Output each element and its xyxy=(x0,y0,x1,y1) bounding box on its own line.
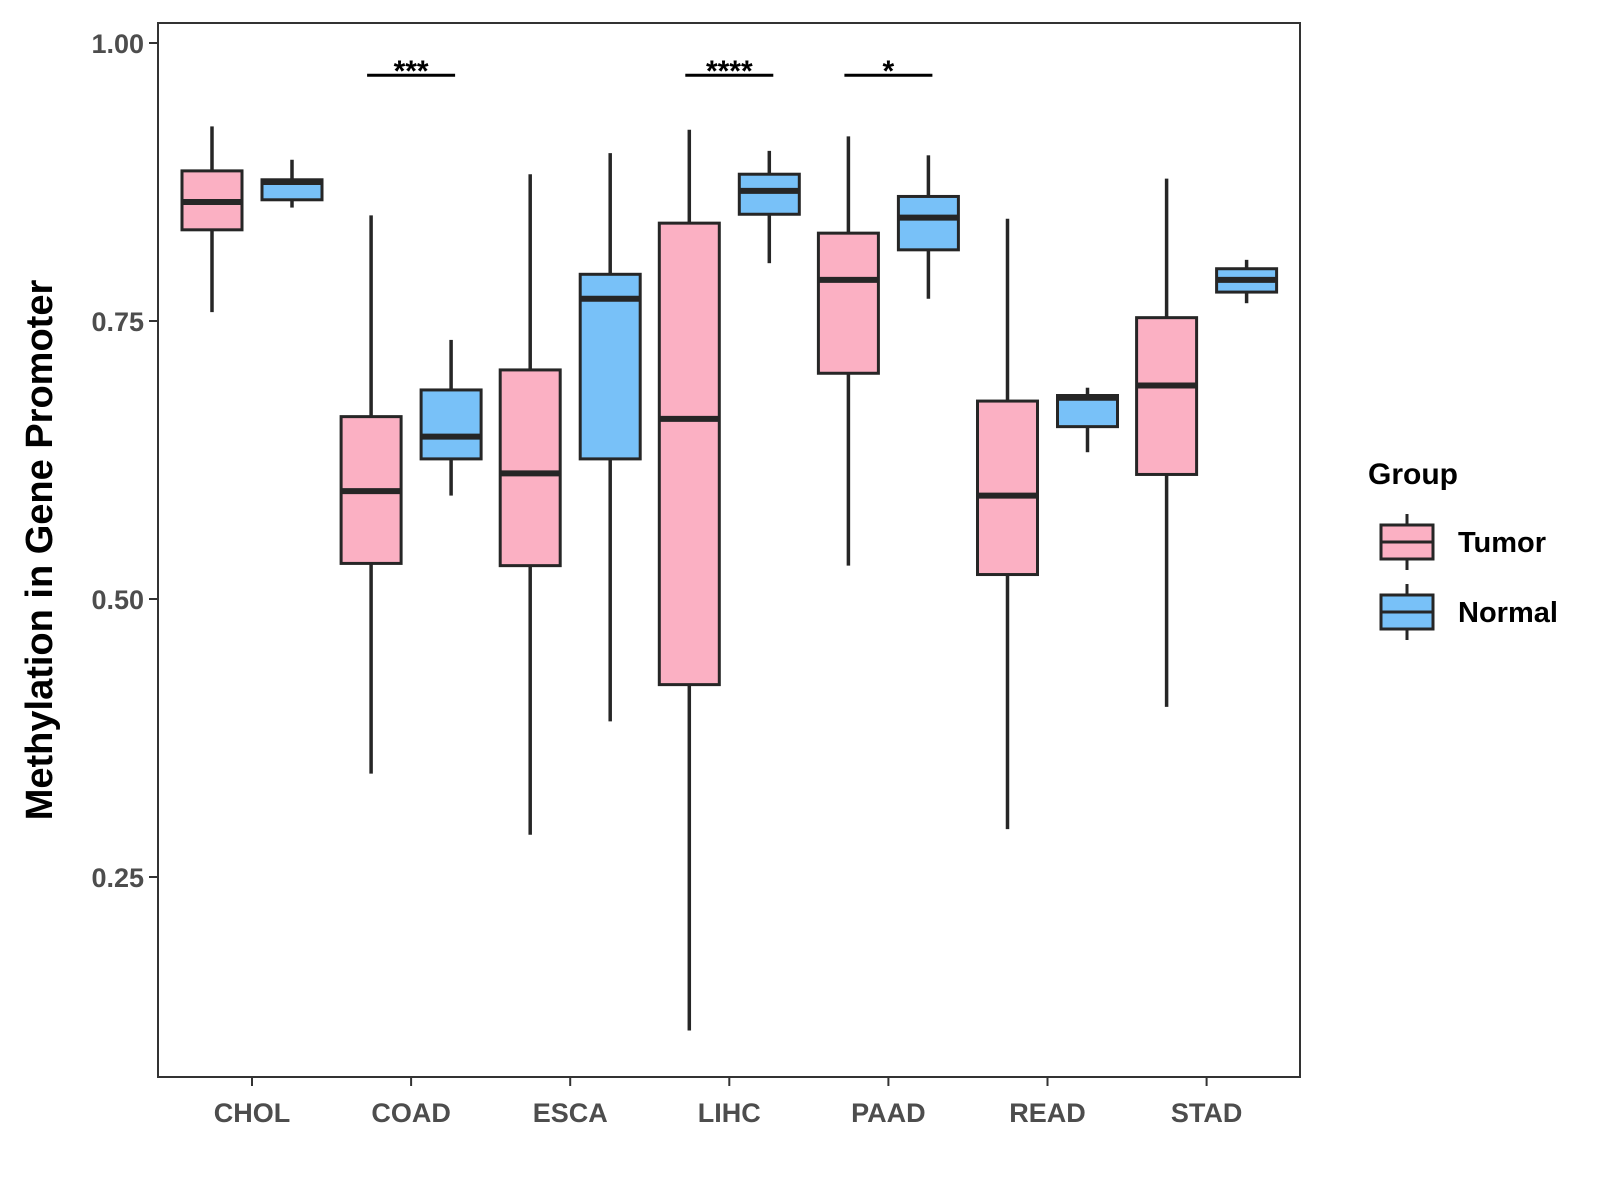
y-axis: 0.25 0.50 0.75 1.00 xyxy=(91,29,158,893)
plot-area: *** **** * xyxy=(180,55,1279,1031)
box-tumor-stad xyxy=(1135,178,1199,707)
significance-label: **** xyxy=(706,55,753,88)
box-normal-lihc xyxy=(737,150,801,264)
x-tick-label: LIHC xyxy=(698,1098,761,1128)
box-tumor-coad xyxy=(339,215,403,774)
box-iqr xyxy=(816,231,880,375)
x-tick-label: CHOL xyxy=(214,1098,291,1128)
box-iqr xyxy=(737,172,801,216)
x-tick-label: COAD xyxy=(371,1098,451,1128)
legend-item-normal: Normal xyxy=(1379,584,1558,640)
legend-label: Normal xyxy=(1458,597,1558,629)
box-iqr xyxy=(498,368,562,568)
box-tumor-paad xyxy=(816,136,880,566)
significance-coad: *** xyxy=(367,55,456,88)
box-iqr xyxy=(1135,316,1199,476)
x-tick-label: STAD xyxy=(1171,1098,1243,1128)
box-normal-esca xyxy=(578,153,642,722)
legend-title: Group xyxy=(1368,458,1458,491)
box-normal-stad xyxy=(1215,259,1279,304)
box-iqr xyxy=(896,194,960,252)
significance-label: * xyxy=(883,55,895,88)
y-tick-label: 0.50 xyxy=(91,585,144,615)
box-tumor-esca xyxy=(498,174,562,835)
x-tick-label: READ xyxy=(1009,1098,1086,1128)
legend-label: Tumor xyxy=(1458,527,1546,559)
x-axis: CHOL COAD ESCA LIHC PAAD READ STAD xyxy=(214,1077,1243,1128)
significance-paad: * xyxy=(844,55,933,88)
box-tumor-read xyxy=(976,218,1039,830)
x-tick-label: ESCA xyxy=(533,1098,608,1128)
y-tick-label: 0.25 xyxy=(91,863,144,893)
box-iqr xyxy=(578,272,642,461)
significance-label: *** xyxy=(394,55,429,88)
significance-lihc: **** xyxy=(685,55,774,88)
box-normal-coad xyxy=(419,339,483,496)
y-tick-label: 1.00 xyxy=(91,29,144,59)
legend: Group Tumor Normal xyxy=(1368,458,1558,640)
box-iqr xyxy=(419,388,483,461)
box-normal-chol xyxy=(260,159,324,208)
box-iqr xyxy=(976,399,1039,577)
y-tick-label: 0.75 xyxy=(91,307,144,337)
x-tick-label: PAAD xyxy=(851,1098,926,1128)
legend-item-tumor: Tumor xyxy=(1379,514,1546,570)
y-axis-title: Methylation in Gene Promoter xyxy=(19,280,61,821)
box-normal-read xyxy=(1056,387,1119,453)
box-normal-paad xyxy=(896,155,960,299)
box-tumor-chol xyxy=(180,126,244,313)
box-iqr xyxy=(657,221,721,687)
box-tumor-lihc xyxy=(657,129,721,1031)
